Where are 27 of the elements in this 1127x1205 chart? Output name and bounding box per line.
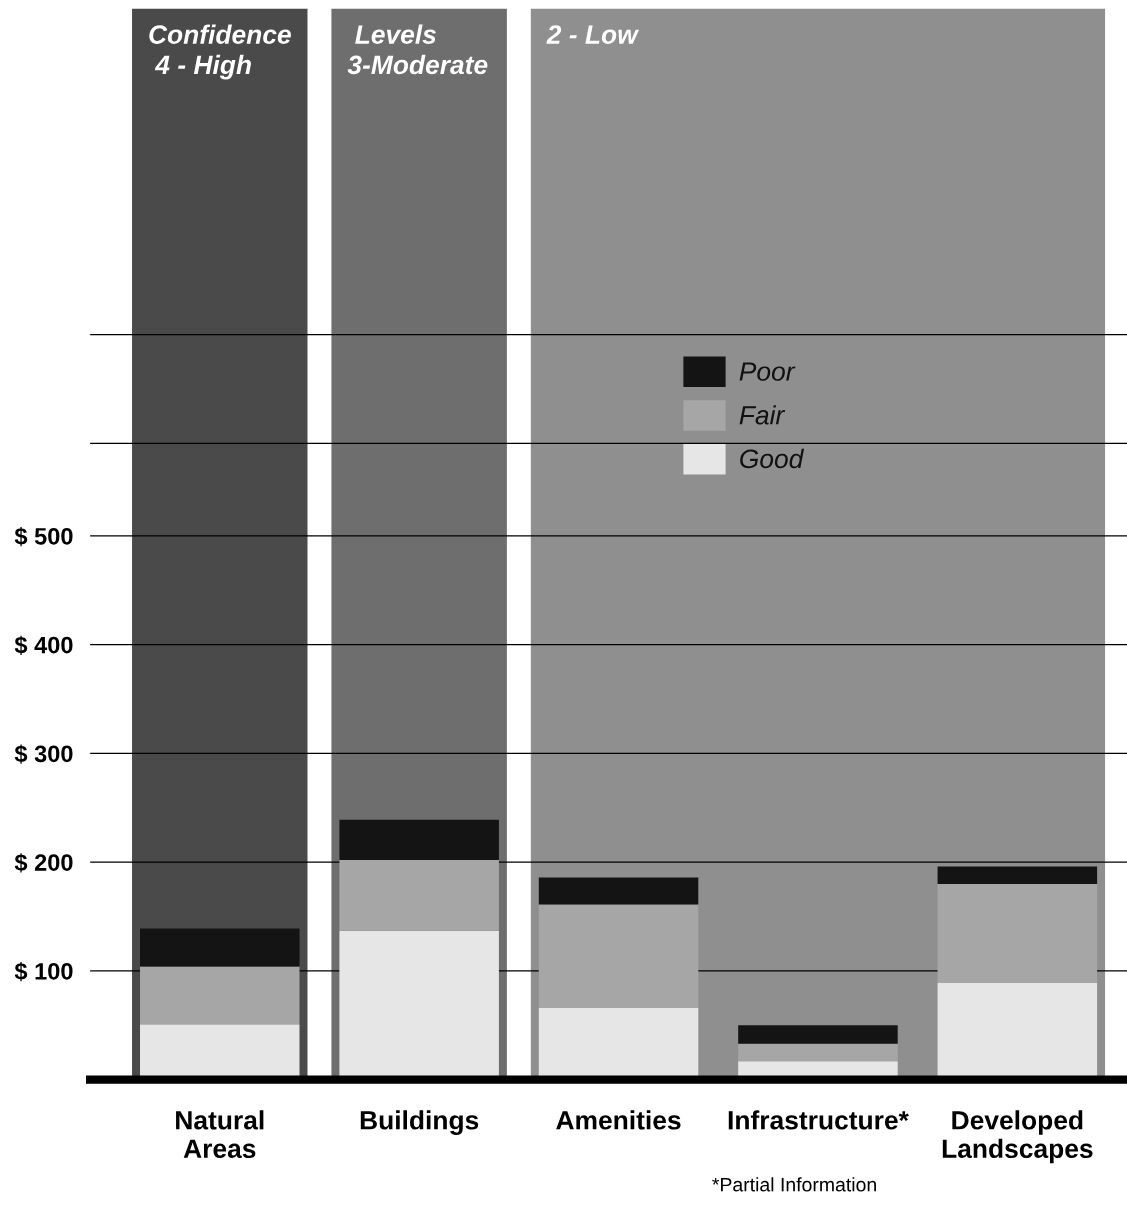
legend-label: Good — [740, 448, 805, 469]
x-tick-label: Amenities — [556, 1110, 681, 1130]
band-label: Levels 3-Moderate — [347, 24, 488, 75]
x-tick-label: Natural Areas — [176, 1110, 264, 1159]
bar — [140, 966, 300, 1025]
bar — [339, 859, 499, 931]
bar — [937, 883, 1098, 983]
y-tick-label: $ 300 — [14, 744, 73, 764]
legend-label: Fair — [739, 405, 786, 425]
legend-label: Poor — [739, 362, 796, 381]
y-tick-label: $ 400 — [14, 635, 73, 655]
bar — [937, 866, 1098, 884]
band-label: Confidence 4 - High — [149, 24, 291, 80]
y-tick-label: $ 100 — [14, 961, 73, 982]
text: *Partial Information — [712, 1177, 876, 1192]
x-tick-label: Infrastructure* — [728, 1110, 909, 1130]
band-label: 2 - Low — [546, 25, 640, 44]
bar — [140, 928, 300, 967]
y-tick-label: $ 500 — [14, 526, 73, 547]
x-tick-label: Developed Landscapes — [942, 1110, 1093, 1164]
bar — [538, 904, 699, 1008]
bar — [339, 819, 499, 860]
bar — [538, 877, 699, 905]
y-tick-label: $ 200 — [14, 853, 73, 873]
x-tick-label: Buildings — [360, 1110, 479, 1135]
bar — [738, 1043, 898, 1062]
bar — [738, 1025, 898, 1044]
